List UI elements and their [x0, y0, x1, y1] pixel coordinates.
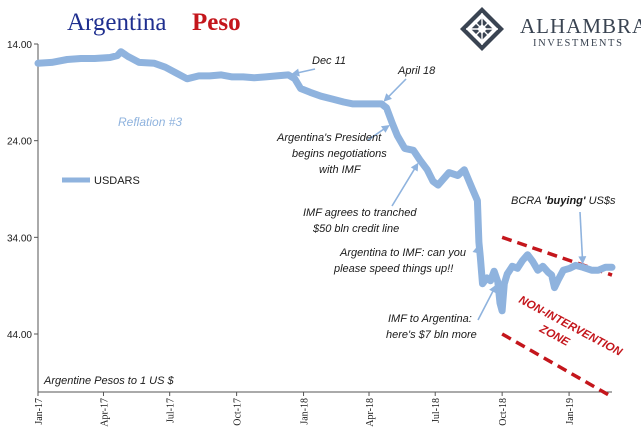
chart-title-part2: Peso: [192, 9, 241, 36]
annotation-president-line2: begins negotiations: [292, 148, 387, 160]
x-tick-label: Jan-17: [34, 398, 45, 425]
series-usdars-line: [34, 48, 616, 315]
arrow-speed: [472, 245, 481, 254]
arrow-seven: [477, 284, 497, 321]
x-tick-label: Jul-18: [431, 398, 442, 423]
annotation-speed-line1: Argentina to IMF: can you: [339, 247, 466, 259]
annotation-arrows: [291, 68, 587, 321]
annotation-bcra: BCRA 'buying' US$s: [511, 195, 616, 207]
diamond-lattice-icon: [460, 7, 504, 51]
arrow-imf50: [391, 162, 419, 207]
y-tick-label: 44.00: [7, 330, 32, 341]
x-axis-ticks: Jan-17 Apr-17 Jul-17 Oct-17 Jan-18 Apr-18 Jul-…: [34, 392, 576, 427]
x-tick-label: Oct-18: [498, 398, 509, 426]
arrow-dec11: [291, 68, 316, 77]
annotation-reflation: Reflation #3: [118, 115, 182, 129]
x-tick-label: Oct-17: [233, 398, 244, 426]
annotation-april18: April 18: [397, 65, 436, 77]
zone-label-line1: NON-INTERVENTION: [517, 294, 625, 359]
annotation-seven-line2: here's $7 bln more: [386, 329, 477, 341]
annotation-bcra-post: US$s: [586, 195, 616, 207]
arrow-bcra: [578, 211, 587, 265]
logo-name: ALHAMBRA: [520, 14, 641, 38]
logo-subtitle: INVESTMENTS: [533, 38, 624, 49]
y-tick-label: 34.00: [7, 233, 32, 244]
annotation-president-line3: with IMF: [319, 164, 362, 176]
annotation-dec11: Dec 11: [312, 55, 346, 67]
x-tick-label: Apr-18: [365, 398, 376, 427]
annotation-bcra-pre: BCRA: [511, 195, 544, 207]
x-tick-label: Apr-17: [99, 398, 110, 427]
x-tick-label: Jan-19: [565, 398, 576, 425]
annotation-president-line1: Argentina's President: [276, 132, 382, 144]
arrow-april18: [383, 78, 407, 102]
annotation-imf50-line1: IMF agrees to tranched: [303, 207, 417, 219]
annotation-imf50-line2: $50 bln credit line: [312, 223, 399, 235]
annotation-speed-line2: please speed things up!!: [333, 263, 453, 275]
x-tick-label: Jul-17: [166, 398, 177, 423]
annotation-units: Argentine Pesos to 1 US $: [43, 375, 175, 387]
non-intervention-lower-line: [501, 332, 613, 399]
annotation-bcra-emphasis: 'buying': [544, 195, 586, 207]
legend-label: USDARS: [94, 175, 140, 187]
arrow-president: [367, 124, 390, 141]
y-tick-label: 14.00: [7, 40, 32, 51]
y-tick-label: 24.00: [7, 137, 32, 148]
x-tick-label: Jan-18: [300, 398, 311, 425]
chart-title-part1: Argentina: [67, 9, 167, 36]
annotation-seven-line1: IMF to Argentina:: [388, 313, 472, 325]
y-axis-ticks: 14.00 24.00 34.00 44.00: [7, 40, 38, 341]
